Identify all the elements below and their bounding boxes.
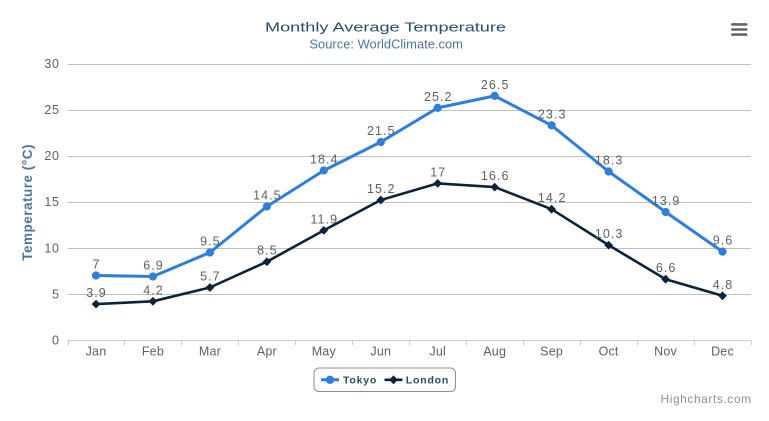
svg-text:5: 5: [52, 287, 60, 301]
svg-text:10.3: 10.3: [595, 227, 624, 241]
svg-text:6.6: 6.6: [656, 261, 677, 275]
svg-text:18.3: 18.3: [595, 154, 624, 168]
svg-text:Oct: Oct: [599, 345, 619, 359]
svg-text:20: 20: [44, 149, 59, 163]
svg-text:Jan: Jan: [86, 345, 107, 359]
svg-text:18.4: 18.4: [310, 153, 339, 167]
svg-text:4.8: 4.8: [713, 278, 734, 292]
svg-text:Mar: Mar: [199, 345, 221, 359]
svg-text:0: 0: [52, 333, 60, 347]
svg-text:16.6: 16.6: [481, 169, 510, 183]
svg-text:7: 7: [92, 258, 100, 272]
svg-text:Feb: Feb: [142, 345, 164, 359]
svg-text:London: London: [406, 375, 449, 387]
svg-text:3.9: 3.9: [86, 286, 107, 300]
svg-text:9.6: 9.6: [713, 234, 734, 248]
svg-text:25.2: 25.2: [424, 90, 453, 104]
svg-text:Apr: Apr: [257, 345, 277, 359]
svg-text:Monthly Average Temperature: Monthly Average Temperature: [265, 19, 506, 34]
svg-text:4.2: 4.2: [143, 283, 164, 297]
svg-text:10: 10: [44, 241, 59, 255]
svg-text:26.5: 26.5: [481, 78, 510, 92]
svg-text:Dec: Dec: [711, 345, 734, 359]
svg-text:Aug: Aug: [483, 345, 506, 359]
svg-text:Nov: Nov: [654, 345, 677, 359]
svg-text:Jul: Jul: [429, 345, 446, 359]
svg-text:15.2: 15.2: [367, 182, 396, 196]
svg-text:17: 17: [430, 165, 446, 179]
svg-text:11.9: 11.9: [310, 212, 338, 226]
svg-text:15: 15: [44, 195, 59, 209]
svg-text:8.5: 8.5: [257, 244, 278, 258]
svg-text:May: May: [312, 345, 337, 359]
svg-text:14.5: 14.5: [253, 189, 282, 203]
svg-text:14.2: 14.2: [538, 191, 567, 205]
svg-text:5.7: 5.7: [200, 270, 221, 284]
svg-text:25: 25: [44, 103, 59, 117]
svg-text:13.9: 13.9: [652, 194, 681, 208]
svg-text:Tokyo: Tokyo: [343, 375, 377, 387]
svg-text:6.9: 6.9: [143, 259, 164, 273]
svg-text:21.5: 21.5: [367, 124, 396, 138]
svg-text:9.5: 9.5: [200, 235, 221, 249]
svg-text:Jun: Jun: [370, 345, 391, 359]
svg-text:Highcharts.com: Highcharts.com: [661, 392, 752, 406]
svg-text:Temperature (°C): Temperature (°C): [20, 144, 35, 261]
svg-text:23.3: 23.3: [538, 107, 567, 121]
svg-text:30: 30: [44, 57, 59, 71]
svg-text:Source: WorldClimate.com: Source: WorldClimate.com: [309, 37, 463, 51]
svg-text:Sep: Sep: [540, 345, 563, 359]
